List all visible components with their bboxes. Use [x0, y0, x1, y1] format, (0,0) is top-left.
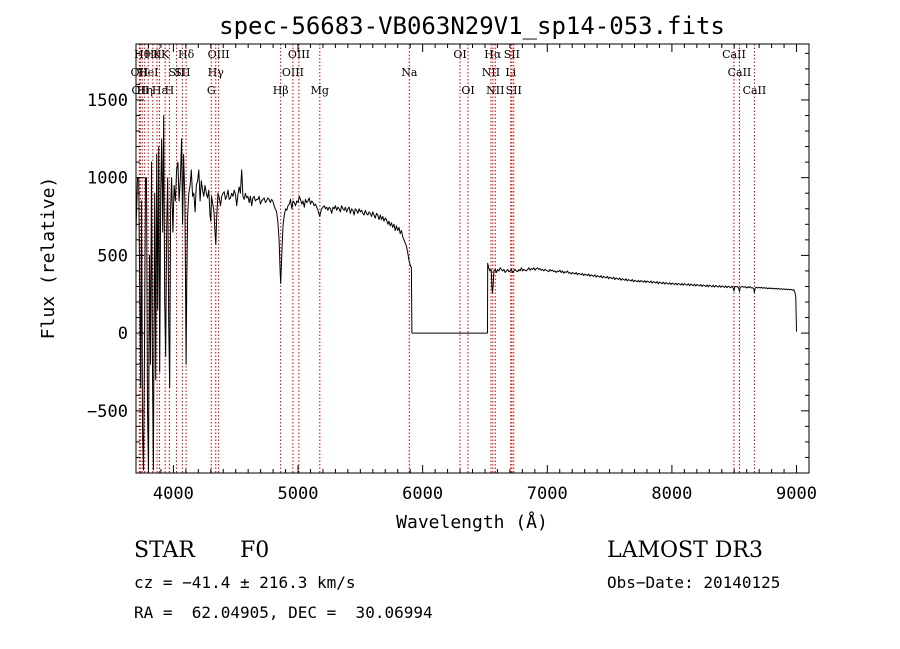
line-marker-label: H: [165, 84, 175, 97]
line-marker-label: Hα: [484, 48, 502, 61]
y-tick-label: 500: [97, 246, 128, 266]
y-axis-label: Flux (relative): [38, 177, 59, 340]
line-marker-label: OI: [461, 84, 474, 97]
line-marker-label: SII: [174, 66, 190, 79]
line-marker-label: Hγ: [208, 66, 225, 79]
line-marker-label: Hδ: [178, 48, 195, 61]
line-marker-label: G: [207, 84, 216, 97]
line-marker-label: Hε: [152, 84, 168, 97]
line-markers: OIIOIIHθHηHeIHθKHεKHSIIHδSIIGHγOIIIHβOII…: [131, 44, 767, 473]
line-marker-label: OII: [131, 66, 149, 79]
line-marker-label: K: [153, 48, 162, 61]
redshift-text: cz = −41.4 ± 216.3 km/s: [134, 573, 356, 592]
line-marker-label: K: [161, 48, 170, 61]
y-tick-label: 1000: [87, 169, 128, 189]
x-tick-label: 6000: [402, 484, 443, 504]
x-tick-label: 4000: [153, 484, 194, 504]
line-marker-label: OIII: [282, 66, 304, 79]
x-tick-label: 9000: [776, 484, 817, 504]
x-tick-label: 8000: [651, 484, 692, 504]
line-marker-label: CaII: [722, 48, 746, 61]
object-subclass: F0: [240, 538, 270, 563]
line-marker-label: Li: [505, 66, 516, 79]
line-marker-label: CaII: [743, 84, 767, 97]
coordinates-text: RA = 62.04905, DEC = 30.06994: [134, 603, 433, 622]
line-marker-label: Hη: [137, 84, 153, 97]
line-marker-label: Hβ: [273, 84, 289, 97]
line-marker-label: Mg: [311, 84, 329, 97]
line-marker-label: CaII: [728, 66, 752, 79]
x-tick-label: 5000: [278, 484, 319, 504]
line-marker-label: NII: [486, 84, 504, 97]
y-tick-label: 1500: [87, 91, 128, 111]
y-axis: −500 0 500 1000 1500: [87, 52, 809, 474]
survey-name: LAMOST DR3: [607, 538, 763, 563]
plot-frame: [135, 43, 810, 474]
line-marker-label: Hθ: [134, 48, 151, 61]
line-marker-label: OIII: [208, 48, 230, 61]
spectrum-lines: [135, 115, 797, 471]
line-marker-label: OI: [453, 48, 466, 61]
line-marker-label: Na: [401, 66, 418, 79]
line-marker-label: NII: [482, 66, 500, 79]
x-axis-label: Wavelength (Å): [396, 511, 548, 533]
line-marker-label: SII: [169, 66, 185, 79]
obs-date: Obs−Date: 20140125: [607, 573, 781, 592]
line-marker-label: SII: [506, 84, 522, 97]
line-marker-label: HeI: [138, 66, 158, 79]
x-tick-label: 7000: [527, 484, 568, 504]
chart-title: spec-56683-VB063N29V1_sp14-053.fits: [219, 12, 725, 40]
y-tick-label: 0: [118, 324, 128, 344]
line-marker-label: OIII: [288, 48, 310, 61]
line-marker-label: SII: [504, 48, 520, 61]
object-class: STAR: [134, 538, 195, 563]
y-tick-label: −500: [87, 402, 128, 422]
spectrum-line: [135, 115, 413, 471]
spectrum-line: [487, 262, 797, 334]
x-axis: 4000 5000 6000 7000 8000 9000: [135, 44, 817, 504]
